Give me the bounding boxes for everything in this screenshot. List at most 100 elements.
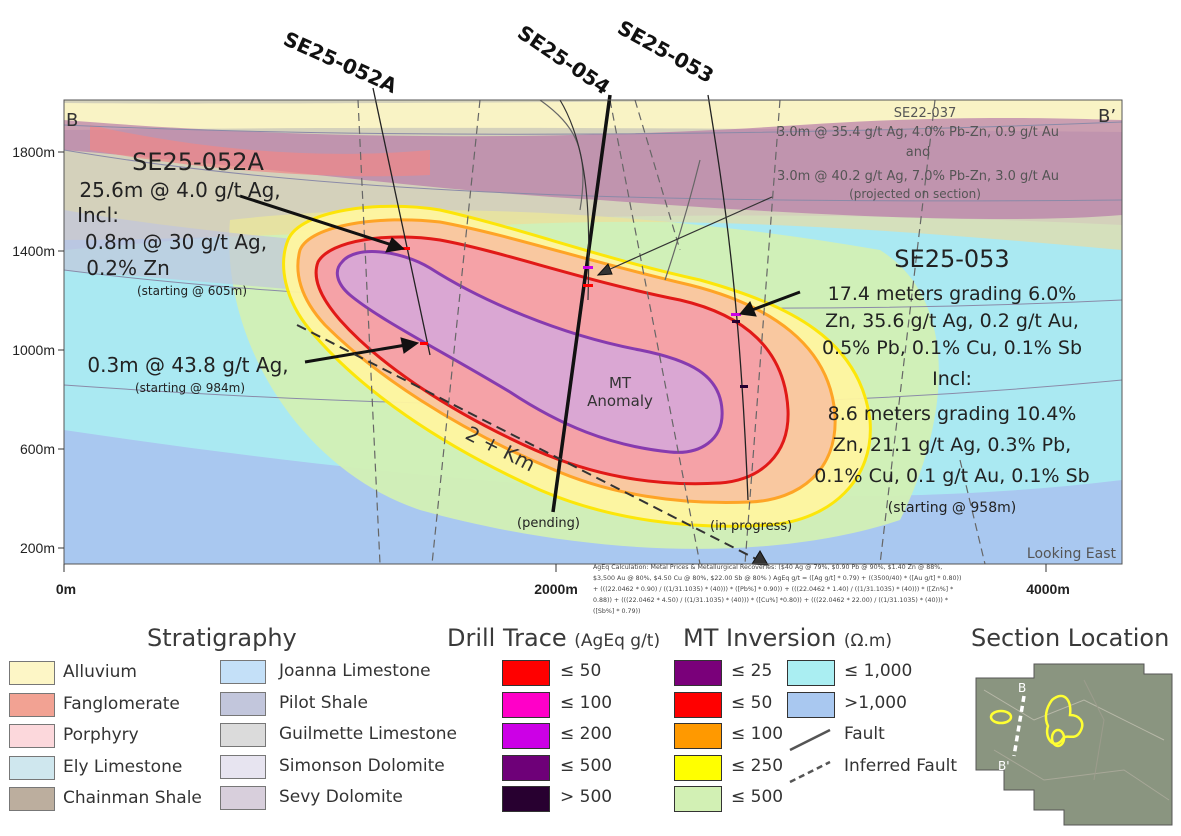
hole-title-se25-052a: SE25-052A xyxy=(280,27,401,99)
assay-tick xyxy=(731,313,741,316)
inferred-fault-line xyxy=(959,459,986,564)
x-tick-label: 4000m xyxy=(1026,581,1070,597)
section-endpoint-right: B’ xyxy=(1098,106,1116,127)
callout-second-intercept-line1: 0.3m @ 43.8 g/t Ag, xyxy=(87,353,288,377)
x-tick-label: 2000m xyxy=(534,581,578,597)
callout-se25-052a-note: (starting @ 605m) xyxy=(137,284,247,298)
legend-mt-item-label: ≤ 250 xyxy=(731,755,784,776)
ageq-note-line: ([Sb%] * 0.79)) xyxy=(593,608,640,615)
legend-drill-trace-title: Drill Trace (AgEq g/t) xyxy=(447,624,660,652)
callout-se25-053-line1: 17.4 meters grading 6.0% xyxy=(828,283,1077,305)
legend-mt-item-swatch xyxy=(674,754,722,781)
minimap-label-b-prime: B' xyxy=(998,759,1010,773)
legend-stratigraphy-item-swatch xyxy=(9,692,55,717)
legend-stratigraphy-item-swatch xyxy=(9,755,55,780)
legend-stratigraphy-item-swatch xyxy=(220,754,266,779)
drill-trace-se25-052a xyxy=(372,87,431,356)
legend-mt-item-label: ≤ 25 xyxy=(731,661,773,681)
legend-fault-symbols xyxy=(789,728,831,784)
mt-anomaly-outline xyxy=(1044,694,1084,745)
y-tick-label: 200m xyxy=(20,540,55,556)
fault-symbol xyxy=(789,728,831,752)
drill-traces xyxy=(372,87,749,513)
inferred-fault-line xyxy=(609,100,701,564)
legend-drill-trace-unit: (AgEq g/t) xyxy=(574,631,661,651)
callout-se25-052a-line4: 0.2% Zn xyxy=(86,256,170,280)
legend-drill-trace-item-swatch xyxy=(502,691,550,718)
legend-mt-item-label: Inferred Fault xyxy=(844,755,957,776)
callout-se25-053-line6: Zn, 21.1 g/t Ag, 0.3% Pb, xyxy=(833,434,1071,456)
x-tick-label: 0m xyxy=(56,581,76,597)
callout-se25-052a-title: SE25-052A xyxy=(132,148,264,176)
y-tick-label: 1400m xyxy=(12,243,55,259)
legend-mt-item-swatch xyxy=(787,660,835,686)
mt-anomaly-label-1: MT xyxy=(609,374,632,392)
legend-stratigraphy-item-label: Joanna Limestone xyxy=(279,661,431,681)
legend-drill-trace-item-swatch xyxy=(502,660,550,686)
mt-anomaly-outline xyxy=(989,709,1013,725)
legend-mt-item-swatch xyxy=(787,691,835,718)
legend-stratigraphy-item-label: Sevy Dolomite xyxy=(279,787,403,807)
callout-se25-052a-line3: 0.8m @ 30 g/t Ag, xyxy=(85,230,267,254)
legend-stratigraphy-item-swatch xyxy=(220,660,266,684)
legend-drill-trace-item-swatch xyxy=(502,723,550,749)
callout-se25-052a-line2: Incl: xyxy=(77,203,119,227)
legend-mt-inversion-title-text: MT Inversion xyxy=(683,624,837,652)
legend-mt-item-label: Fault xyxy=(844,724,885,744)
drill-trace-se22-037 xyxy=(559,99,590,301)
ageq-note-line: AgEq Calculation: Metal Prices & Metallu… xyxy=(593,563,942,571)
y-axis: 1800m 1400m 1000m 600m 200m xyxy=(12,144,64,556)
section-endpoint-left: B xyxy=(66,110,78,131)
legend-mt-inversion-unit: (Ω.m) xyxy=(843,631,893,651)
legend-stratigraphy-item-label: Chainman Shale xyxy=(63,788,202,808)
legend-drill-trace-item-swatch xyxy=(502,786,550,812)
callout-se25-053-line3: 0.5% Pb, 0.1% Cu, 0.1% Sb xyxy=(822,337,1082,359)
assay-tick xyxy=(740,385,748,388)
legend-drill-trace-item-label: ≤ 200 xyxy=(560,724,613,744)
view-direction-label: Looking East xyxy=(1027,546,1117,562)
callout-se25-053-line4: Incl: xyxy=(932,368,972,390)
legend-stratigraphy-item-swatch xyxy=(9,724,55,748)
drill-trace-se25-054 xyxy=(551,94,612,513)
assay-tick xyxy=(420,342,428,345)
se22-037-note: (projected on section) xyxy=(849,187,981,201)
assay-tick xyxy=(732,320,740,323)
legend-stratigraphy-item-swatch xyxy=(220,786,266,810)
callout-se25-053-title: SE25-053 xyxy=(894,245,1009,273)
legend-drill-trace-title-text: Drill Trace xyxy=(447,624,567,652)
callout-arrows xyxy=(239,194,801,566)
inferred-fault-line xyxy=(634,100,681,251)
legend-stratigraphy-item-label: Guilmette Limestone xyxy=(279,724,457,744)
legend-stratigraphy-item-label: Ely Limestone xyxy=(63,756,183,777)
ageq-note-line: $3,500 Au @ 80%, $4.50 Cu @ 80%, $22.00 … xyxy=(593,574,961,582)
y-tick-label: 600m xyxy=(20,441,55,457)
mt-anomaly-label-2: Anomaly xyxy=(587,392,653,410)
mt-anomaly-contours xyxy=(282,204,872,528)
assay-tick xyxy=(402,247,410,250)
legend-stratigraphy-item-swatch xyxy=(220,691,266,716)
inferred-fault-symbol xyxy=(789,760,831,784)
section-line xyxy=(1012,695,1026,757)
callout-se25-053-line7: 0.1% Cu, 0.1 g/t Au, 0.1% Sb xyxy=(814,465,1089,487)
legend-mt-item-swatch xyxy=(674,660,722,686)
legend-stratigraphy-item-label: Simonson Dolomite xyxy=(279,755,445,776)
x-axis: 0m 2000m 4000m xyxy=(56,564,1070,597)
legend-mt-inversion-title: MT Inversion (Ω.m) xyxy=(683,624,892,652)
legend-stratigraphy-item-label: Fanglomerate xyxy=(63,693,180,714)
callout-se25-053-line2: Zn, 35.6 g/t Ag, 0.2 g/t Au, xyxy=(825,310,1079,332)
legend-drill-trace-item-label: ≤ 500 xyxy=(560,755,613,776)
callout-se25-053-note: (starting @ 958m) xyxy=(888,500,1016,516)
hole-title-se25-054: SE25-054 xyxy=(513,20,614,99)
se22-037-and: and xyxy=(906,145,930,160)
legend-mt-item-label: >1,000 xyxy=(844,692,907,713)
legend-mt-item-label: ≤ 100 xyxy=(731,724,784,744)
legend-mt-item-label: ≤ 50 xyxy=(731,692,773,713)
y-tick-label: 1000m xyxy=(12,342,55,358)
mt-anomaly-outline xyxy=(1050,728,1066,748)
legend-stratigraphy-item-swatch xyxy=(9,661,55,685)
legend-drill-trace-item-label: ≤ 100 xyxy=(560,692,613,713)
cross-section: 1800m 1400m 1000m 600m 200m 0m 2000m 400… xyxy=(12,15,1123,615)
legend-mt-item-swatch xyxy=(674,723,722,749)
legend-drill-trace-item-label: ≤ 50 xyxy=(560,661,602,681)
legend-stratigraphy-item-label: Porphyry xyxy=(63,725,139,745)
